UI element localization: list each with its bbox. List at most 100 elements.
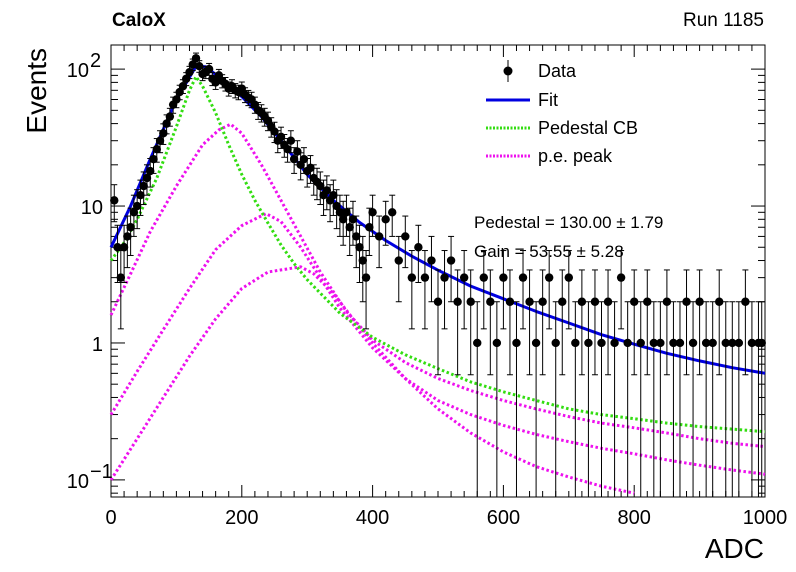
data-point: [636, 301, 645, 497]
data-marker: [499, 273, 508, 282]
data-marker: [531, 338, 541, 348]
data-marker: [512, 338, 521, 348]
data-marker: [603, 297, 613, 306]
data-point: [551, 301, 560, 497]
data-point: [558, 269, 567, 376]
data-marker: [129, 208, 139, 217]
legend-marker: [503, 66, 513, 76]
data-point: [381, 200, 390, 246]
data-marker: [682, 297, 691, 306]
data-marker: [407, 273, 417, 282]
pe-peak-1-curve: [109, 122, 766, 449]
data-point: [338, 200, 348, 246]
data-marker: [757, 338, 766, 348]
data-marker: [590, 297, 600, 306]
y-tick-label: 10: [67, 60, 89, 82]
data-marker: [345, 223, 354, 232]
data-point: [695, 269, 704, 376]
data-point: [113, 224, 122, 284]
y-tick-exponent: −1: [90, 461, 113, 483]
data-point: [342, 194, 351, 237]
data-marker: [116, 273, 126, 282]
data-point: [368, 194, 377, 237]
data-point: [747, 301, 757, 497]
y-tick-exponent: 2: [90, 50, 101, 72]
data-point: [358, 235, 367, 303]
data-point: [401, 215, 410, 269]
data-point: [649, 301, 659, 497]
data-point: [322, 175, 332, 211]
data-point: [597, 301, 606, 497]
data-marker: [126, 223, 135, 232]
data-marker: [361, 273, 371, 282]
data-marker: [479, 273, 488, 282]
data-point: [584, 301, 593, 497]
data-marker: [701, 338, 711, 348]
data-point: [682, 269, 691, 376]
data-marker: [459, 273, 469, 282]
data-marker: [721, 338, 730, 348]
data-point: [616, 250, 626, 330]
data-marker: [188, 60, 197, 69]
legend-label: p.e. peak: [538, 146, 613, 166]
data-point: [531, 301, 541, 497]
data-point: [165, 107, 175, 127]
legend-entry-pedestal-cb: Pedestal CB: [486, 118, 638, 138]
y-tick-label: 1: [92, 334, 103, 356]
data-marker: [139, 181, 148, 191]
data-point: [675, 301, 685, 497]
data-marker: [368, 208, 377, 217]
legend-label: Data: [538, 61, 577, 81]
data-point: [525, 269, 534, 376]
data-point: [286, 130, 296, 154]
data-marker: [211, 78, 220, 87]
data-marker: [348, 215, 358, 224]
run-label: Run 1185: [683, 10, 764, 31]
data-marker: [332, 201, 341, 211]
data-point: [701, 301, 711, 497]
data-marker: [381, 215, 390, 224]
data-point: [473, 301, 482, 497]
x-tick-label: 1000: [743, 507, 788, 529]
legend-entry-p-e-peak: p.e. peak: [486, 146, 613, 166]
data-marker: [734, 338, 744, 348]
data-marker: [329, 190, 338, 200]
data-point: [129, 194, 139, 237]
data-marker: [453, 297, 462, 306]
data-marker: [741, 297, 750, 306]
data-point: [414, 224, 423, 284]
data-point: [453, 269, 462, 376]
data-marker: [152, 145, 161, 154]
data-marker: [446, 256, 456, 265]
data-marker: [299, 154, 309, 164]
x-tick-label: 200: [225, 507, 258, 529]
data-marker: [662, 297, 672, 306]
data-point: [407, 250, 417, 330]
data-point: [335, 194, 345, 237]
data-marker: [142, 173, 152, 183]
y-axis-title: Events: [21, 48, 52, 134]
data-marker: [306, 163, 315, 173]
data-marker: [518, 273, 528, 282]
data-point: [303, 157, 312, 188]
data-marker: [374, 232, 384, 241]
data-marker: [486, 297, 495, 306]
data-marker: [597, 338, 606, 348]
data-marker: [564, 273, 573, 282]
data-point: [499, 250, 508, 330]
data-marker: [649, 338, 659, 348]
data-point: [603, 269, 613, 376]
data-marker: [695, 297, 704, 306]
data-marker: [352, 232, 361, 241]
data-marker: [110, 196, 119, 205]
data-marker: [525, 297, 534, 306]
x-tick-label: 0: [105, 507, 116, 529]
data-point: [564, 250, 573, 330]
data-point: [512, 301, 521, 497]
data-point: [505, 269, 515, 376]
data-point: [757, 301, 766, 497]
legend-label: Fit: [538, 90, 558, 110]
data-point: [388, 194, 397, 237]
